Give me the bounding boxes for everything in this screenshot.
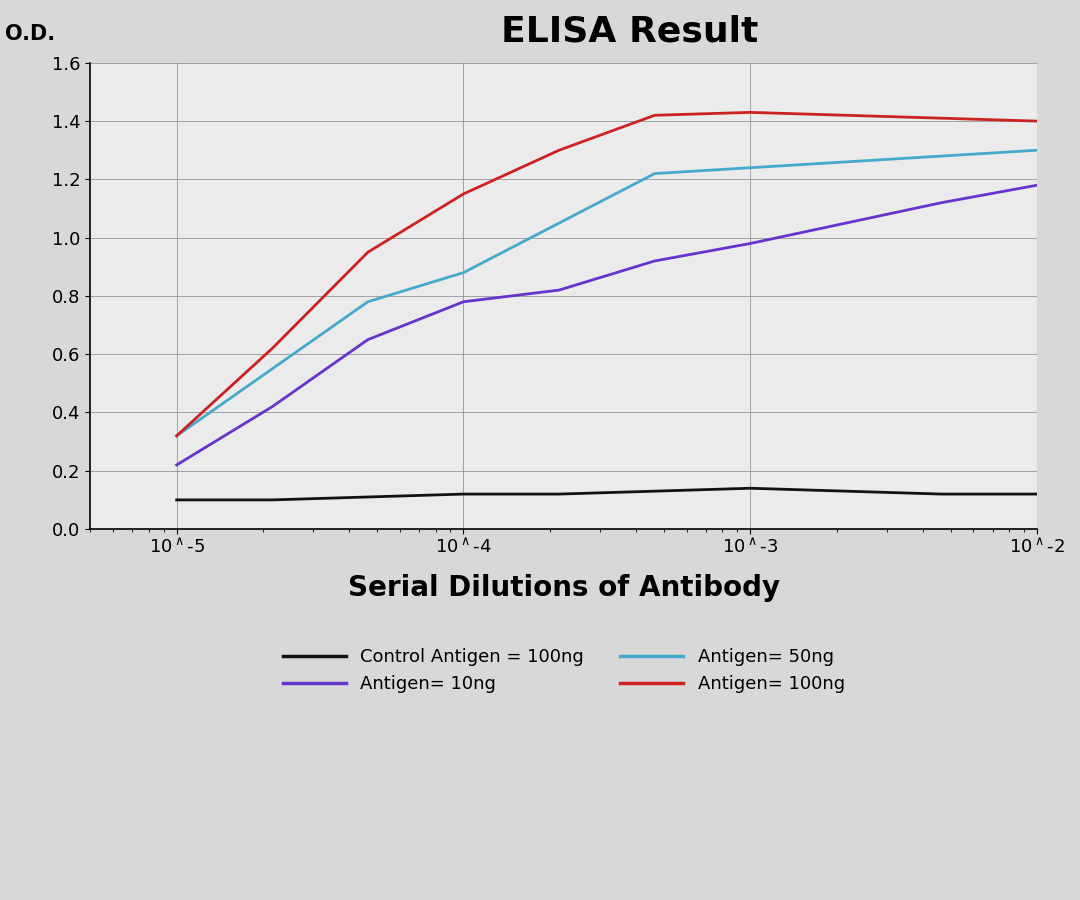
Text: O.D.: O.D. (5, 24, 55, 44)
X-axis label: Serial Dilutions of Antibody: Serial Dilutions of Antibody (348, 574, 780, 602)
Title: ELISA Result: ELISA Result (501, 15, 758, 49)
Legend: Control Antigen = 100ng, Antigen= 10ng, Antigen= 50ng, Antigen= 100ng: Control Antigen = 100ng, Antigen= 10ng, … (275, 641, 852, 700)
